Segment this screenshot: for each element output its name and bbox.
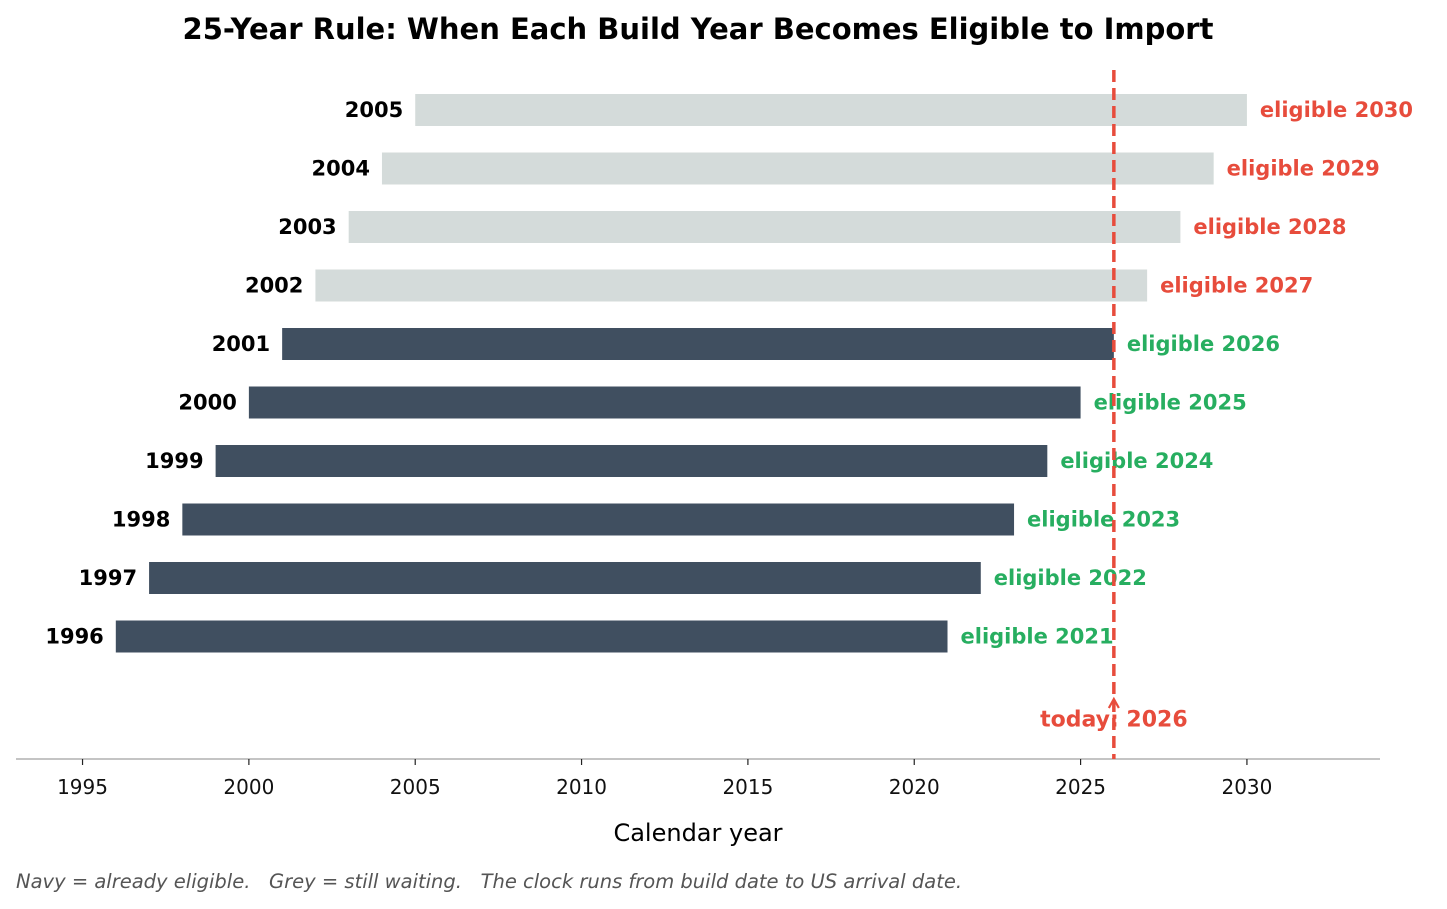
bar-2005: [415, 94, 1247, 126]
category-label-2005: 2005: [345, 98, 403, 122]
x-tick-label-2005: 2005: [390, 775, 441, 799]
eligibility-label-2004: eligible 2029: [1227, 157, 1380, 181]
eligibility-label-1996: eligible 2021: [961, 625, 1114, 649]
x-tick-label-2025: 2025: [1055, 775, 1106, 799]
bar-2003: [348, 211, 1181, 243]
bar-2004: [381, 152, 1214, 185]
eligibility-label-2002: eligible 2027: [1160, 274, 1313, 298]
today-label: today: 2026: [1040, 708, 1188, 733]
x-axis-ticks: 1995 2000 2005 2010 2015 2020 2025 2030: [57, 759, 1272, 799]
x-tick-label-2000: 2000: [223, 775, 274, 799]
category-label-2003: 2003: [278, 215, 336, 239]
x-tick-label-2010: 2010: [556, 775, 607, 799]
category-label-2002: 2002: [245, 274, 303, 298]
bar-1998: [182, 503, 1015, 536]
category-label-2004: 2004: [311, 157, 369, 181]
eligibility-label-2001: eligible 2026: [1127, 332, 1280, 356]
category-label-2000: 2000: [178, 391, 236, 415]
category-label-1998: 1998: [112, 508, 170, 532]
eligibility-label-2003: eligible 2028: [1193, 215, 1346, 239]
category-label-1996: 1996: [45, 625, 103, 649]
category-label-1997: 1997: [79, 566, 137, 590]
bar-1997: [149, 562, 981, 594]
x-tick-label-2015: 2015: [722, 775, 773, 799]
today-arrow: [1107, 696, 1120, 709]
labels-layer: 1996 eligible 2021 1997 eligible 2022 1998 el…: [45, 98, 1413, 649]
bar-1996: [115, 620, 948, 653]
x-axis-label: Calendar year: [613, 819, 782, 847]
bar-1999: [215, 445, 1048, 477]
eligibility-label-2000: eligible 2025: [1094, 391, 1247, 415]
bar-2001: [282, 328, 1114, 360]
chart-footnote: Navy = already eligible. Grey = still wa…: [16, 870, 963, 893]
category-label-1999: 1999: [145, 449, 203, 473]
today-marker: today: 2026: [1040, 70, 1188, 759]
eligibility-label-1997: eligible 2022: [994, 566, 1147, 590]
eligibility-label-1998: eligible 2023: [1027, 508, 1180, 532]
x-tick-label-2030: 2030: [1221, 775, 1272, 799]
bar-2002: [315, 269, 1148, 302]
x-tick-label-2020: 2020: [889, 775, 940, 799]
chart-title: 25-Year Rule: When Each Build Year Becom…: [183, 12, 1214, 46]
eligibility-label-2005: eligible 2030: [1260, 98, 1413, 122]
bars-layer: [115, 94, 1247, 653]
bar-2000: [248, 386, 1081, 419]
category-label-2001: 2001: [212, 332, 270, 356]
x-tick-label-1995: 1995: [57, 775, 108, 799]
eligibility-label-1999: eligible 2024: [1060, 449, 1213, 473]
